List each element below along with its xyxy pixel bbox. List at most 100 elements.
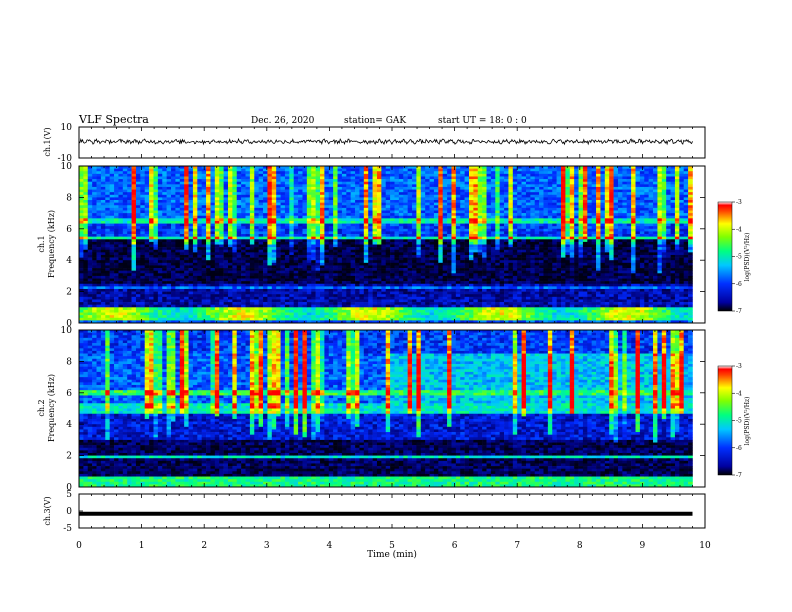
spec1-cell bbox=[232, 231, 238, 235]
spec1-cell bbox=[337, 320, 343, 324]
spec1-cell bbox=[127, 309, 132, 313]
spec1-cell bbox=[350, 288, 356, 292]
spec1-cell bbox=[227, 317, 233, 321]
spec1-cell bbox=[420, 218, 426, 222]
spec1-cell bbox=[412, 309, 417, 313]
spec1-cell bbox=[337, 202, 343, 206]
spec1-cell bbox=[385, 265, 391, 269]
spec1-cell bbox=[407, 309, 413, 313]
spec1-cell bbox=[96, 215, 102, 219]
spec1-cell bbox=[236, 189, 242, 193]
spec1-cell bbox=[394, 192, 400, 196]
spec1-cell bbox=[324, 231, 330, 235]
spec1-cell bbox=[276, 168, 281, 172]
spec1-cell bbox=[227, 200, 233, 203]
spec1-cell bbox=[363, 200, 369, 203]
spec1-cell bbox=[284, 213, 290, 217]
spec1-cell bbox=[293, 268, 299, 271]
spec1-cell bbox=[306, 309, 312, 313]
spec1-cell bbox=[122, 186, 128, 190]
spec1-cell bbox=[236, 234, 242, 237]
spec1-cell bbox=[363, 189, 369, 193]
spec1-cell bbox=[105, 270, 110, 274]
spec1-cell bbox=[171, 166, 176, 169]
spec1-cell bbox=[79, 220, 84, 224]
spec1-cell bbox=[442, 189, 448, 193]
spec1-cell bbox=[131, 315, 137, 319]
spec1-cell bbox=[372, 234, 378, 237]
spec1-cell bbox=[92, 270, 97, 274]
spec1-cell bbox=[442, 168, 448, 172]
spec1-cell bbox=[201, 278, 207, 282]
spec1-cell bbox=[398, 299, 404, 303]
spec1-cell bbox=[157, 194, 163, 198]
spec1-cell bbox=[131, 205, 137, 209]
spec1-cell bbox=[324, 283, 330, 287]
spec1-cell bbox=[425, 220, 430, 224]
spec1-cell bbox=[442, 179, 448, 182]
spec1-cell bbox=[214, 220, 220, 224]
spec1-cell bbox=[429, 312, 435, 316]
spec1-cell bbox=[96, 270, 102, 274]
spec1-cell bbox=[394, 179, 400, 182]
spec1-cell bbox=[271, 265, 277, 269]
spec1-cell bbox=[219, 244, 224, 248]
spec1-cell bbox=[210, 173, 216, 177]
spec1-cell bbox=[412, 273, 417, 277]
spec1-cell bbox=[206, 268, 211, 271]
spec1-cell bbox=[293, 278, 299, 282]
spec1-cell bbox=[412, 210, 417, 214]
spec1-cell bbox=[350, 286, 356, 290]
spec1-cell bbox=[249, 215, 255, 219]
spec1-cell bbox=[122, 281, 128, 285]
spec1-cell bbox=[433, 231, 439, 235]
spec1-cell bbox=[127, 320, 132, 324]
spec1-cell bbox=[394, 239, 400, 243]
spec1-cell bbox=[403, 283, 408, 287]
spec1-cell bbox=[135, 254, 141, 258]
spec1-cell bbox=[87, 241, 93, 245]
spec1-cell bbox=[267, 288, 273, 292]
spec1-cell bbox=[144, 223, 150, 227]
spec1-cell bbox=[210, 317, 216, 321]
spec1-cell bbox=[381, 205, 387, 209]
spec1-cell bbox=[249, 275, 255, 279]
spec1-cell bbox=[368, 294, 373, 298]
spec1-cell bbox=[385, 234, 391, 237]
spec1-cell bbox=[219, 231, 224, 235]
spec1-cell bbox=[337, 283, 343, 287]
spec1-cell bbox=[346, 296, 351, 300]
spec1-cell bbox=[227, 265, 233, 269]
spec1-cell bbox=[398, 302, 404, 305]
spec1-cell bbox=[306, 302, 312, 305]
spec1-cell bbox=[271, 226, 277, 230]
spec1-cell bbox=[346, 286, 351, 290]
spec1-cell bbox=[333, 171, 338, 175]
spec1-cell bbox=[376, 236, 382, 240]
spec1-cell bbox=[131, 236, 137, 240]
spec1-cell bbox=[92, 197, 97, 201]
spec1-cell bbox=[127, 197, 132, 201]
spec1-cell bbox=[166, 223, 172, 227]
spec1-cell bbox=[140, 239, 146, 243]
spec1-cell bbox=[324, 307, 330, 311]
spec1-cell bbox=[210, 200, 216, 203]
spec1-cell bbox=[390, 309, 395, 313]
spec1-cell bbox=[149, 226, 154, 230]
spec1-cell bbox=[214, 186, 220, 190]
spec1-cell bbox=[114, 220, 119, 224]
spec1-cell bbox=[372, 223, 378, 227]
spec1-cell bbox=[153, 205, 159, 209]
spec1-cell bbox=[293, 218, 299, 222]
spec1-cell bbox=[306, 210, 312, 214]
spec1-cell bbox=[398, 307, 404, 311]
spec1-cell bbox=[376, 302, 382, 305]
spec1-cell bbox=[420, 273, 426, 277]
spec1-cell bbox=[433, 166, 439, 169]
spec1-cell bbox=[245, 260, 251, 264]
spec1-cell bbox=[394, 215, 400, 219]
spec1-cell bbox=[341, 239, 347, 243]
spec1-cell bbox=[206, 260, 211, 264]
spec1-cell bbox=[328, 247, 334, 251]
spec1-cell bbox=[372, 281, 378, 285]
